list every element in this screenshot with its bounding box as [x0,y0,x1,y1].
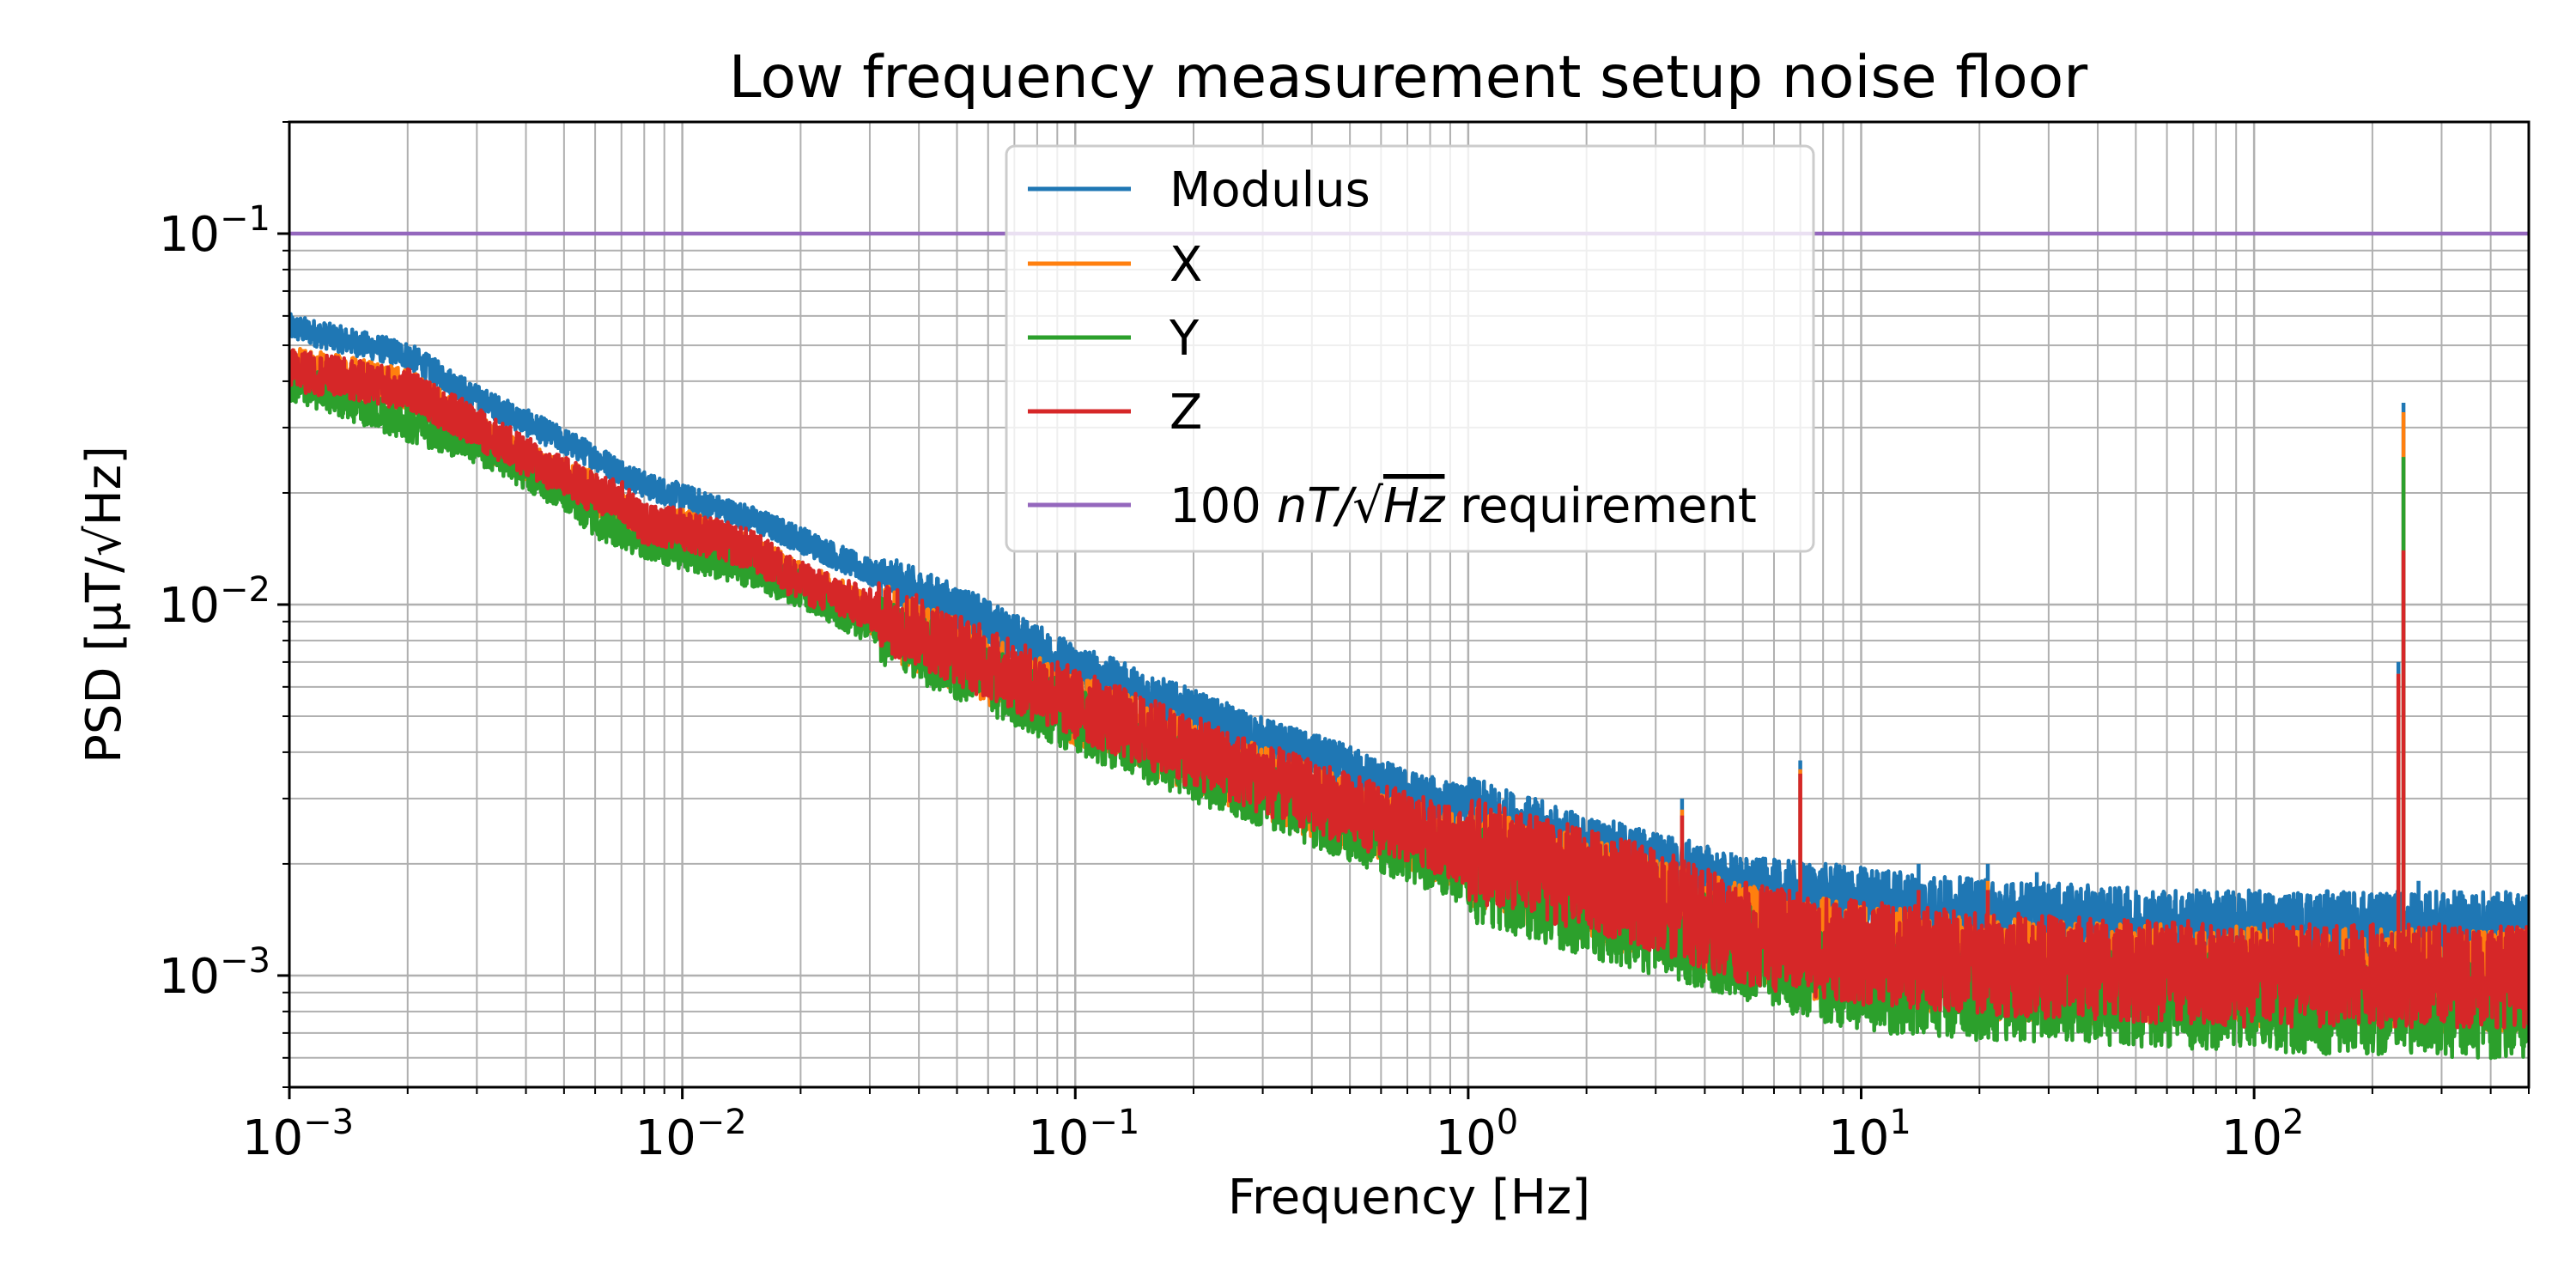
x-tick-label: 10−1 [1028,1103,1139,1166]
x-axis-title: Frequency [Hz] [1228,1170,1590,1225]
tick-labels: 10−3 10−2 10−1 100 101 102 10−1 10−2 10−3 [159,199,2305,1166]
legend-box [1005,144,1815,553]
x-tick-label: 101 [1828,1103,1911,1166]
y-tick-label: 10−2 [159,570,270,634]
legend: Modulus XYZ 100 nT/√Hz requirement [1005,144,1815,553]
x-tick-label: 102 [2221,1103,2305,1166]
y-axis-title: PSD [μT/√Hz] [76,446,132,763]
legend-label: X [1170,237,1202,293]
legend-label: 100 nT/√Hz requirement [1170,478,1757,534]
y-tick-label: 10−1 [159,199,270,263]
y-tick-label: 10−3 [159,941,270,1005]
x-tick-label: 100 [1436,1103,1519,1166]
x-tick-label: 10−2 [635,1103,747,1166]
legend-label: Modulus [1170,162,1370,218]
legend-label: Z [1170,385,1202,441]
x-tick-label: 10−3 [242,1103,354,1166]
ticks [277,121,2530,1099]
series-line [289,348,2529,1030]
legend-label: Y [1169,311,1200,367]
chart-title: Low frequency measurement setup noise fl… [729,44,2088,112]
